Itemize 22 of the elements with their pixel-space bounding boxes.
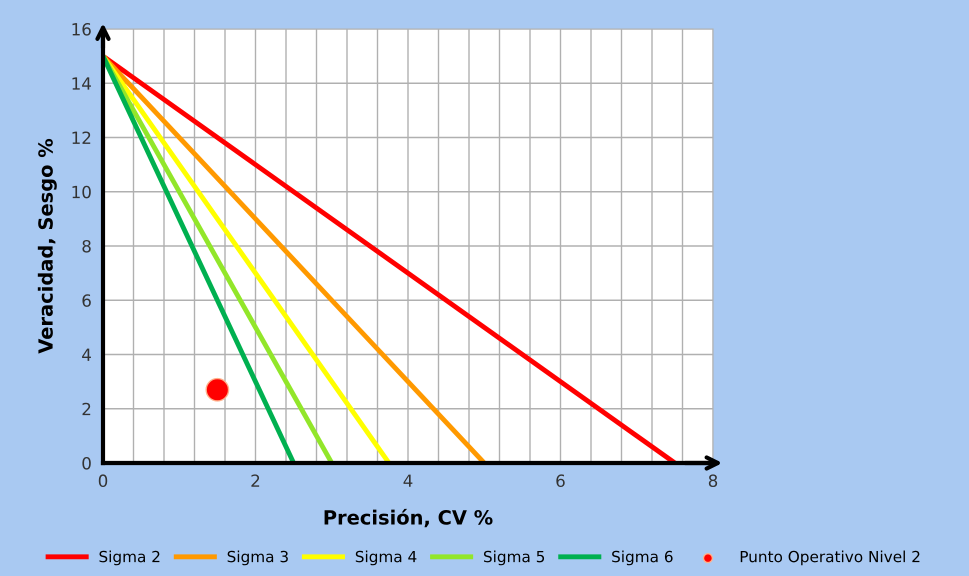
y-tick-label: 2	[82, 402, 90, 416]
y-tick-label: 0	[82, 456, 91, 470]
y-tick-label: 10	[72, 186, 91, 198]
y-axis-title: Veracidad, Sesgo %	[38, 138, 57, 354]
y-tick-label: 8	[82, 240, 91, 253]
y-tick-label: 4	[82, 348, 91, 361]
legend-label: Sigma 3	[228, 550, 288, 566]
x-tick-label: 6	[556, 474, 565, 488]
y-tick-label: 16	[72, 22, 91, 36]
x-tick-label: 2	[251, 474, 260, 487]
x-axis-title: Precisión, CV %	[324, 508, 493, 528]
x-tick-label: 4	[404, 474, 412, 487]
legend-label: Sigma 5	[484, 550, 544, 566]
x-tick-label: 8	[708, 474, 718, 488]
legend-label: Sigma 6	[612, 550, 673, 566]
y-tick-label: 14	[72, 77, 91, 90]
legend-label: Sigma 2	[99, 550, 160, 566]
y-tick-label: 6	[82, 294, 91, 307]
x-tick-label: 0	[98, 474, 108, 488]
legend-label: Sigma 4	[356, 550, 416, 566]
legend-label: Punto Operativo Nivel 2	[740, 550, 920, 566]
y-tick-label: 12	[72, 131, 90, 144]
